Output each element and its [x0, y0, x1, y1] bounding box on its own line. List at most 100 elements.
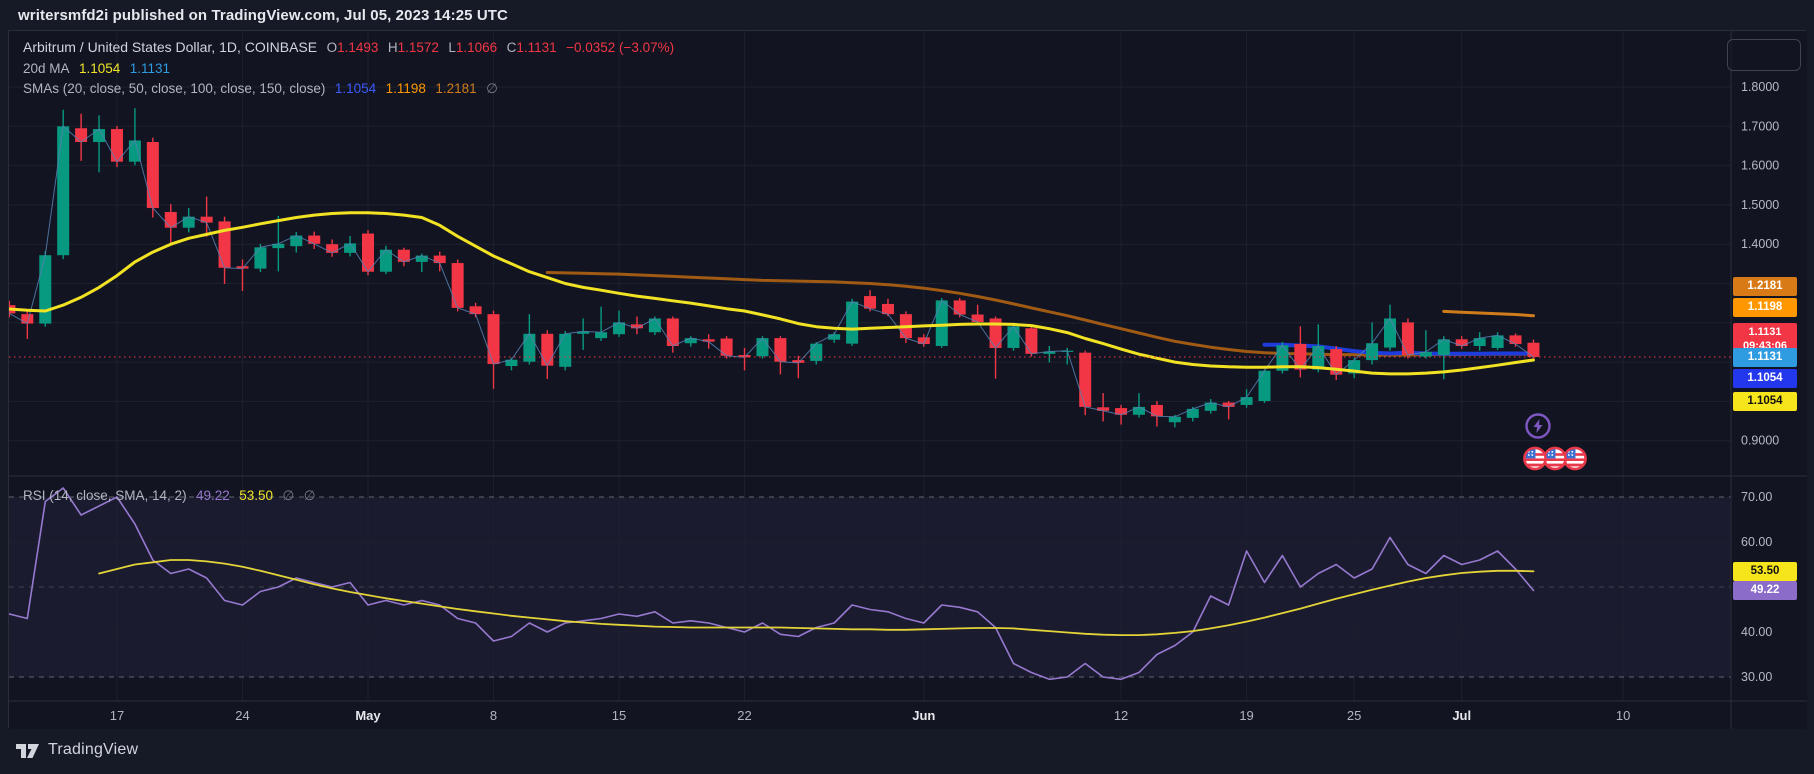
candle	[702, 339, 715, 342]
candle	[1437, 339, 1450, 356]
rsi-gridlines	[9, 496, 1731, 678]
candle	[326, 244, 339, 253]
candle	[828, 334, 841, 340]
price-tick-label: 1.6000	[1741, 159, 1779, 173]
candle	[397, 249, 410, 262]
low-value: 1.1066	[455, 40, 498, 55]
close-label: C	[506, 40, 517, 55]
ma-sma-value: 1.1054	[78, 61, 121, 76]
rsi-badge: 53.50	[1733, 562, 1797, 581]
candle	[39, 255, 52, 324]
price-axis[interactable]: 1.8000 1.7000 1.6000 1.5000 1.4000 0.9000	[1741, 80, 1779, 448]
candle	[21, 314, 34, 324]
time-tick-label: May	[355, 708, 381, 723]
chart-frame[interactable]: 1.8000 1.7000 1.6000 1.5000 1.4000 0.9000 70.0…	[8, 30, 1807, 729]
candle	[1258, 370, 1271, 402]
candle	[362, 233, 374, 272]
open-value: 1.1493	[337, 40, 379, 55]
blue-ma-line	[1262, 342, 1536, 356]
candle	[577, 331, 590, 334]
price-badge: 1.1054	[1733, 369, 1797, 388]
time-tick-label: 22	[737, 708, 751, 723]
open-label: O	[326, 40, 338, 55]
tradingview-logo-icon	[16, 744, 39, 758]
rsi-tick-label: 70.00	[1741, 490, 1772, 504]
time-tick-label: 19	[1239, 708, 1253, 723]
candle	[1527, 342, 1540, 357]
ma-line-value: 1.1131	[129, 61, 171, 76]
candle	[1132, 406, 1145, 415]
rsi-tick-label: 40.00	[1741, 625, 1772, 639]
smas-100-value: 1.2181	[435, 81, 477, 96]
candle	[505, 359, 518, 367]
candle	[308, 235, 321, 244]
candle	[738, 355, 751, 358]
tradingview-brand-text: TradingView	[48, 741, 139, 758]
smas-legend-name: SMAs (20, close, 50, close, 100, close, …	[23, 81, 326, 96]
rsi-legend: RSI (14, close, SMA, 14, 2) 49.22 53.50 …	[23, 487, 321, 505]
time-tick-label: 12	[1114, 708, 1128, 723]
candle	[57, 126, 70, 256]
us-flag-icon	[1563, 446, 1587, 471]
rsi-empty-icon-2: ∅	[303, 488, 316, 503]
candle	[1384, 318, 1397, 348]
candle	[1509, 335, 1522, 345]
candle	[917, 337, 930, 345]
candle	[1491, 335, 1504, 348]
candle	[1276, 345, 1289, 371]
candle	[379, 249, 392, 272]
candle	[433, 255, 446, 264]
candle	[684, 338, 697, 344]
candle	[110, 129, 123, 162]
us-flag-icon	[1543, 446, 1567, 471]
ma-legend: 20d MA 1.1054 1.1131	[23, 60, 175, 78]
candle	[254, 247, 267, 269]
candle	[469, 306, 482, 315]
candle	[451, 263, 464, 308]
time-tick-label: 25	[1347, 708, 1361, 723]
candle	[881, 303, 894, 315]
candle	[810, 343, 823, 361]
candle	[290, 235, 303, 247]
smas-150-empty-icon: ∅	[486, 81, 498, 96]
candle	[523, 333, 536, 362]
ma-legend-name: 20d MA	[23, 61, 70, 76]
candle	[666, 318, 679, 346]
candle	[792, 360, 805, 363]
price-gridlines	[9, 86, 1731, 442]
chart-canvas[interactable]: 1.8000 1.7000 1.6000 1.5000 1.4000 0.9000 70.0…	[9, 31, 1807, 729]
candle	[75, 128, 88, 143]
chart-background	[9, 31, 1807, 729]
symbol-title: Arbitrum / United States Dollar, 1D, COI…	[23, 39, 318, 55]
rsi-ma-line	[98, 559, 1535, 636]
time-tick-label: 17	[110, 708, 124, 723]
candle	[1115, 408, 1128, 415]
candle	[1007, 326, 1020, 348]
candle	[648, 318, 661, 333]
candle	[487, 314, 500, 365]
candle	[1186, 408, 1199, 418]
candle	[630, 324, 643, 329]
high-value: 1.1572	[397, 40, 439, 55]
candle	[1419, 351, 1432, 357]
time-tick-label: Jun	[912, 708, 935, 723]
candle	[720, 338, 733, 356]
time-axis[interactable]: 17 24 May 8 15 22 Jun 12 19 25 Jul 10	[110, 708, 1631, 723]
candle	[864, 296, 877, 309]
candle	[236, 266, 249, 269]
rsi-ma-value: 53.50	[239, 488, 274, 503]
price-tick-label: 1.4000	[1741, 237, 1779, 251]
candle	[344, 243, 357, 253]
smas-50-value: 1.1198	[385, 81, 426, 96]
layout-toolbox-button[interactable]	[1727, 39, 1801, 71]
price-tick-label: 1.7000	[1741, 119, 1779, 133]
candle	[1366, 343, 1379, 361]
candle	[200, 216, 213, 223]
rsi-legend-name: RSI (14, close, SMA, 14, 2)	[23, 488, 187, 503]
rsi-axis[interactable]: 70.00 60.00 40.00 30.00	[1741, 490, 1772, 684]
candle	[1168, 416, 1181, 423]
candle	[146, 142, 159, 209]
price-tick-label: 1.8000	[1741, 80, 1779, 94]
sma100-line	[1442, 309, 1535, 318]
